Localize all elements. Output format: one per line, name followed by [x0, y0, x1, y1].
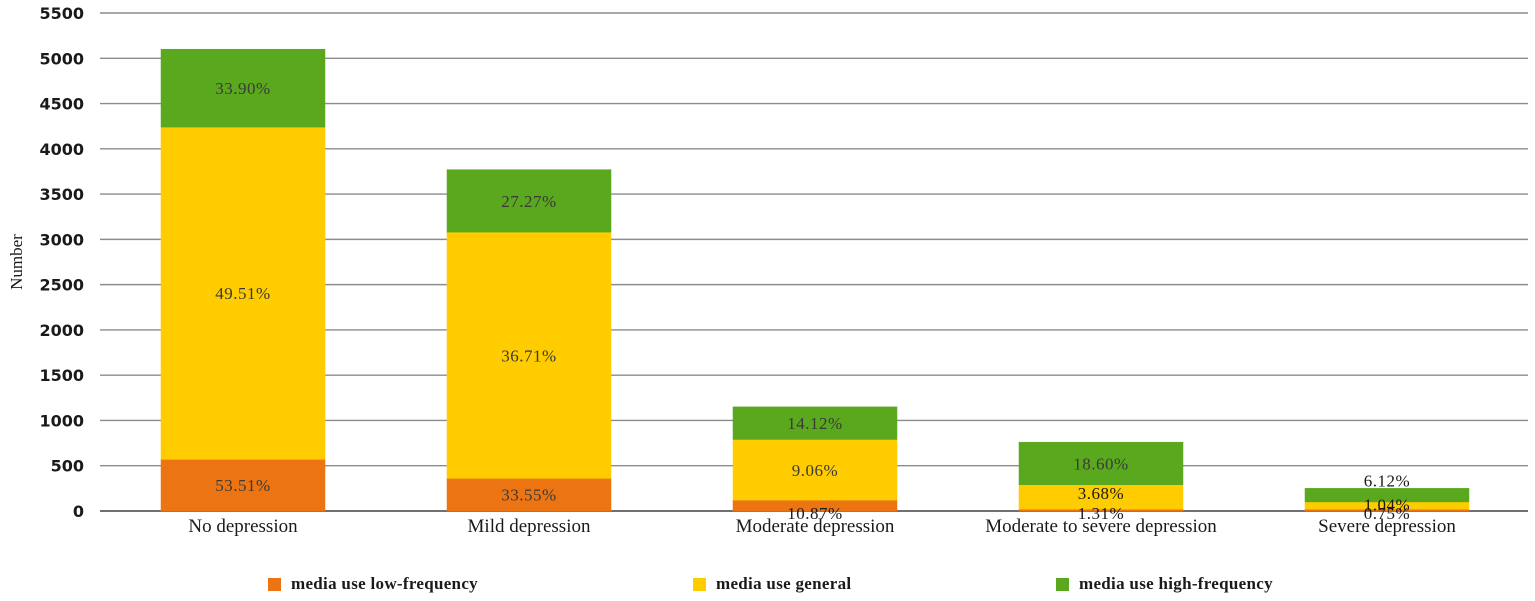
legend-item-high-frequency: media use high-frequency	[1056, 574, 1273, 594]
data-label: 49.51%	[215, 284, 270, 303]
bar-segment-media-use-high-frequency	[1018, 441, 1184, 485]
y-tick-label: 4500	[39, 95, 84, 114]
legend-swatch-low-frequency	[268, 577, 281, 591]
legend-swatch-general	[693, 577, 706, 591]
bar-segment-media-use-high-frequency	[446, 169, 612, 233]
bar-segment-media-use-general	[446, 231, 612, 479]
data-label: 0.75%	[1364, 504, 1410, 523]
legend-label-high-frequency: media use high-frequency	[1079, 574, 1273, 593]
x-category-label: Moderate to severe depression	[985, 516, 1217, 537]
y-tick-label: 2000	[39, 321, 84, 340]
data-label: 6.12%	[1364, 471, 1410, 490]
x-axis-categories: No depression Mild depression Moderate dep…	[188, 516, 1456, 537]
bar-segment-media-use-general	[732, 439, 898, 501]
y-tick-label: 5500	[39, 4, 84, 23]
bar-segment-media-use-high-frequency	[160, 48, 326, 128]
legend-label-general: media use general	[716, 574, 852, 593]
legend-item-general: media use general	[693, 574, 851, 594]
data-label: 9.06%	[792, 461, 838, 480]
x-category-label: Moderate depression	[736, 516, 895, 537]
bar-segment-media-use-low-frequency	[160, 459, 326, 512]
legend-item-low-frequency: media use low-frequency	[268, 574, 478, 594]
data-label: 36.71%	[501, 346, 556, 365]
data-label: 1.31%	[1078, 504, 1124, 523]
data-label: 27.27%	[501, 192, 556, 211]
legend-label-low-frequency: media use low-frequency	[291, 574, 478, 593]
data-label: 1.04%	[1364, 496, 1410, 515]
bar-segment-media-use-high-frequency	[732, 406, 898, 440]
x-category-label: Severe depression	[1318, 516, 1456, 537]
x-category-label: No depression	[188, 516, 298, 537]
legend-swatch-high-frequency	[1056, 577, 1069, 591]
y-tick-label: 1000	[39, 411, 84, 430]
bar-segment-media-use-general	[160, 126, 326, 460]
y-tick-label: 0	[73, 502, 84, 521]
data-label: 3.68%	[1078, 484, 1124, 503]
y-tick-label: 1500	[39, 366, 84, 385]
data-label: 10.87%	[787, 504, 842, 523]
data-labels: 53.51% 49.51% 33.90% 33.55% 36.71% 27.27% 10.8…	[215, 79, 1410, 523]
x-category-label: Mild depression	[468, 516, 591, 537]
y-axis-ticks: 0 500 1000 1500 2000 2500 3000 3500 4000 4500 5000…	[39, 4, 84, 521]
data-label: 33.55%	[501, 486, 556, 505]
y-tick-label: 5000	[39, 49, 84, 68]
y-axis-label: Number	[7, 234, 26, 290]
y-tick-label: 3500	[39, 185, 84, 204]
y-tick-label: 2500	[39, 276, 84, 295]
data-label: 53.51%	[215, 476, 270, 495]
bars	[160, 48, 1470, 512]
data-label: 33.90%	[215, 79, 270, 98]
bar-segment-media-use-high-frequency	[1304, 488, 1470, 503]
y-tick-label: 4000	[39, 140, 84, 159]
bar-segment-media-use-general	[1018, 484, 1184, 510]
data-label: 18.60%	[1073, 454, 1128, 473]
legend: media use low-frequency media use genera…	[0, 574, 1535, 598]
y-tick-label: 500	[51, 457, 84, 476]
y-tick-label: 3000	[39, 230, 84, 249]
bar-segment-media-use-low-frequency	[446, 478, 612, 512]
data-label: 14.12%	[787, 414, 842, 433]
